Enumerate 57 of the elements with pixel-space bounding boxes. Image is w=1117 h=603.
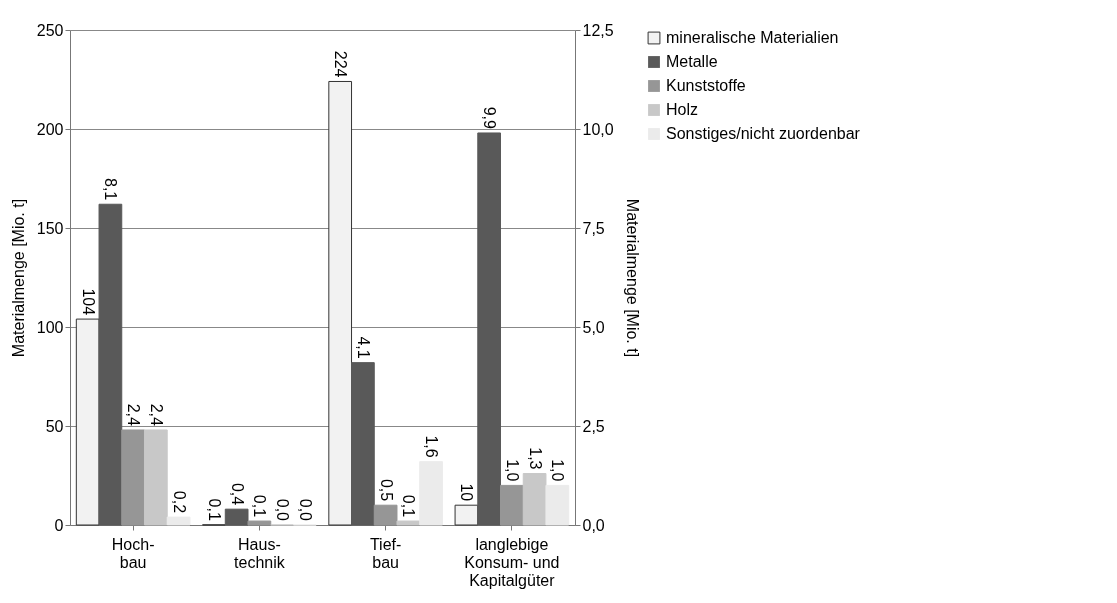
data-label: 1,0 xyxy=(549,459,567,482)
x-tick-label: Haus- technik xyxy=(234,535,286,571)
bar xyxy=(247,520,272,526)
data-label: 9,9 xyxy=(481,106,499,130)
data-label: 0,5 xyxy=(377,478,395,502)
bar xyxy=(166,516,191,526)
y2-tick-label: 7,5 xyxy=(582,219,605,237)
data-label: 0,4 xyxy=(228,482,246,506)
x-tick-label: langlebige Konsum- und Kapitalgüter xyxy=(464,535,560,589)
data-label: 0,0 xyxy=(274,498,292,522)
bar xyxy=(396,520,421,526)
bar xyxy=(522,473,547,526)
data-label: 104 xyxy=(79,288,97,316)
y2-tick-label: 0,0 xyxy=(582,516,605,534)
x-tick-label: Hoch- bau xyxy=(111,535,155,571)
y-tick-label: 0 xyxy=(54,516,64,534)
bar xyxy=(121,429,145,526)
y2-tick-label: 5,0 xyxy=(582,318,605,336)
data-label: 2,4 xyxy=(125,403,143,427)
data-label: 0,1 xyxy=(400,494,418,518)
legend-label: Holz xyxy=(666,101,699,118)
data-label: 0,1 xyxy=(205,498,223,521)
data-label: 10 xyxy=(458,483,476,502)
data-label: 1,0 xyxy=(503,459,521,482)
bar xyxy=(545,484,570,526)
y2-tick-label: 10,0 xyxy=(582,120,614,138)
bar xyxy=(454,504,479,526)
y2-tick-label: 2,5 xyxy=(582,417,605,435)
data-label: 1,6 xyxy=(423,435,441,458)
legend-label: Sonstiges/nicht zuordenbar xyxy=(666,125,861,142)
data-label: 1,3 xyxy=(526,447,544,470)
y-axis-title: Materialmenge [Mio. t] xyxy=(9,198,27,358)
bar xyxy=(328,80,353,526)
y-tick-label: 200 xyxy=(36,120,64,138)
data-label: 224 xyxy=(332,50,350,78)
x-tick-label: Tief- bau xyxy=(369,535,402,571)
y-tick-label: 100 xyxy=(36,318,64,336)
data-label: 8,1 xyxy=(102,177,120,201)
y2-axis-title: Materialmenge [Mio. t] xyxy=(623,198,641,358)
legend-label: Kunststoffe xyxy=(666,77,746,94)
bar xyxy=(373,504,398,526)
data-label: 0,1 xyxy=(251,494,269,518)
legend-label: Metalle xyxy=(666,53,718,70)
bar xyxy=(477,132,502,526)
bar xyxy=(143,429,168,526)
data-label: 2,4 xyxy=(147,403,165,427)
data-label: 0,0 xyxy=(296,498,314,522)
bar xyxy=(500,484,524,526)
y-tick-label: 250 xyxy=(36,21,64,39)
bar xyxy=(224,508,249,526)
legend-label: mineralische Materialien xyxy=(666,29,839,46)
y2-tick-label: 12,5 xyxy=(582,21,614,39)
bar xyxy=(419,461,443,526)
data-label: 0,2 xyxy=(170,490,188,514)
y-tick-label: 150 xyxy=(36,219,64,237)
y-tick-label: 50 xyxy=(45,417,64,435)
data-label: 4,1 xyxy=(354,336,372,359)
